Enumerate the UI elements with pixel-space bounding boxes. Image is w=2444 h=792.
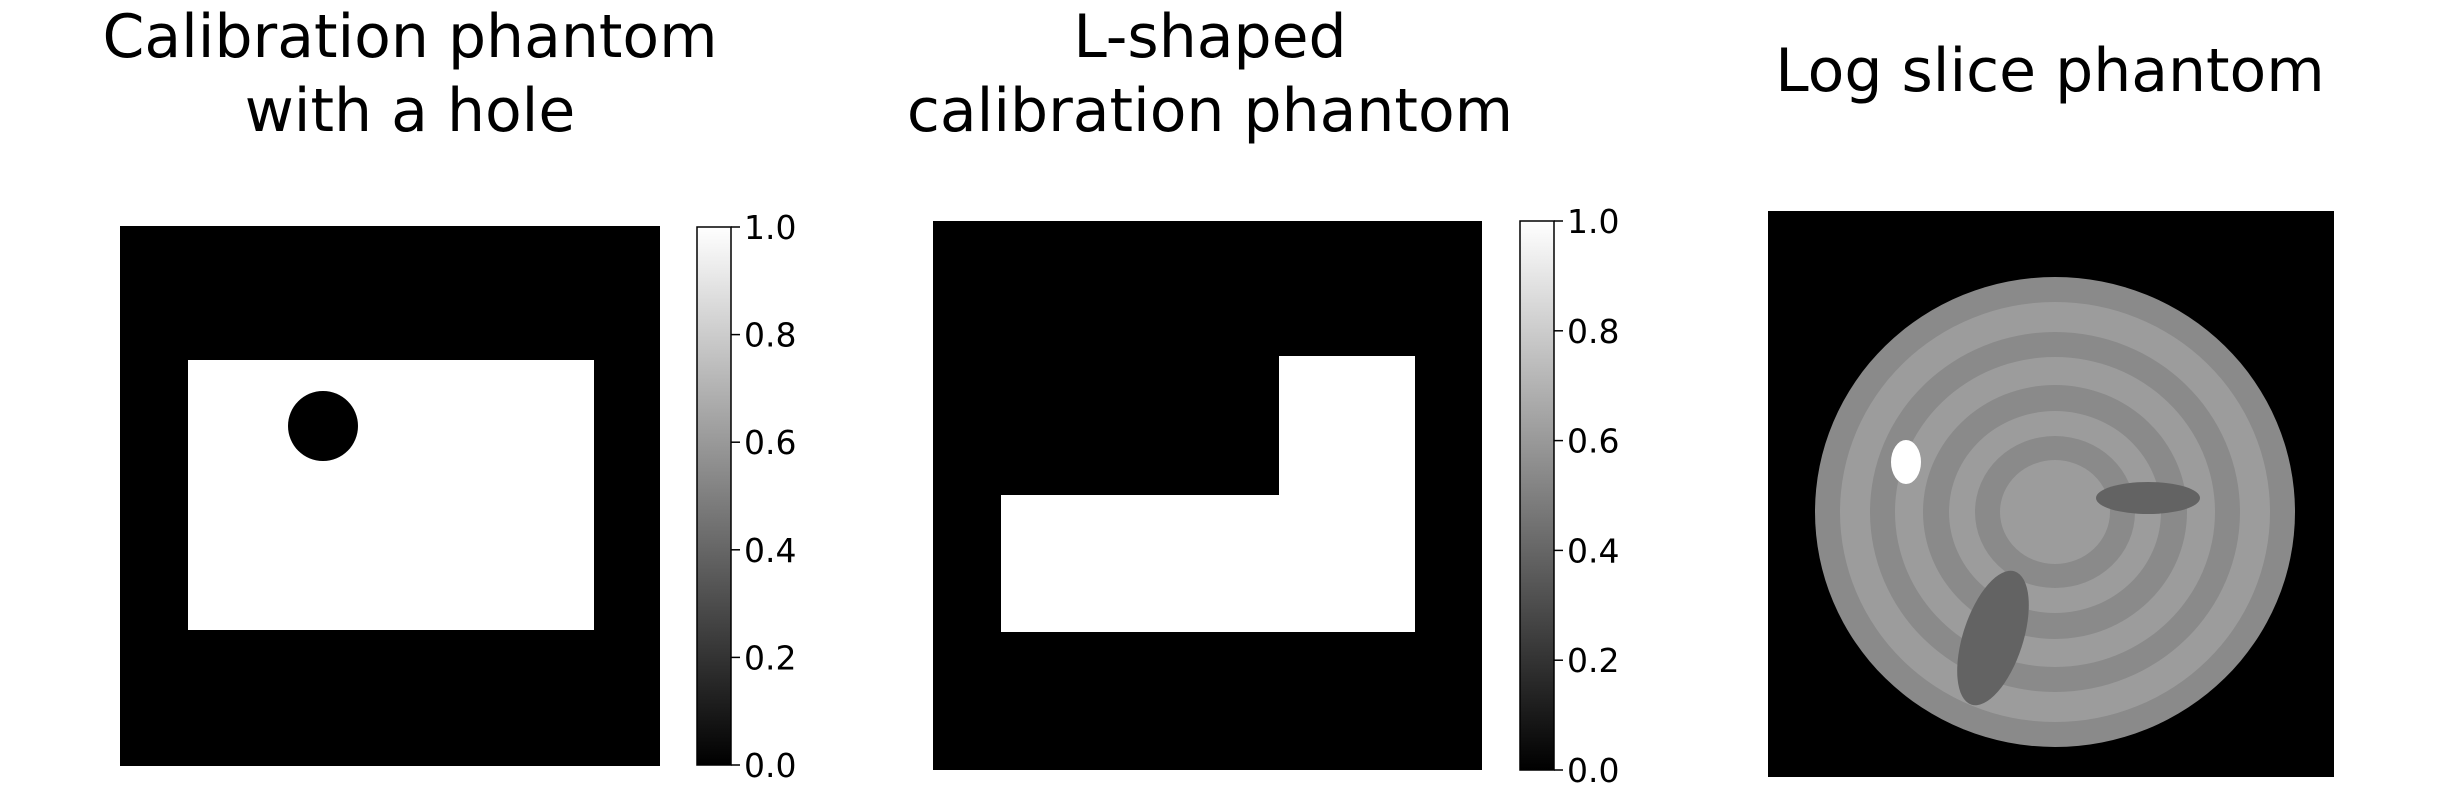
colorbar1-tick-label: 0.6 — [744, 423, 796, 462]
panel1-title: Calibration phantom with a hole — [60, 0, 760, 148]
colorbar2-tick-label: 0.8 — [1567, 312, 1619, 351]
panel3-dark-ellipse-right — [2096, 482, 2200, 514]
colorbar1-tick-label: 1.0 — [744, 208, 796, 247]
panel3-bright-spot — [1891, 440, 1921, 484]
panel2-l-shape — [1001, 356, 1415, 632]
panel3-dark-ellipse-lower — [1957, 570, 2029, 706]
colorbar1-tick-label: 0.4 — [744, 531, 796, 570]
panel2-colorbar: 0.0 0.2 0.4 0.6 0.8 1.0 — [1519, 202, 1619, 790]
colorbar2-tick-label: 0.6 — [1567, 422, 1619, 461]
panel3-title: Log slice phantom — [1700, 34, 2400, 108]
colorbar2-tick-label: 0.4 — [1567, 531, 1619, 570]
colorbar2-tick-label: 0.2 — [1567, 641, 1619, 680]
panel1-rectangle — [188, 360, 594, 630]
panel1-title-line2: with a hole — [244, 76, 576, 146]
colorbar1-tick-label: 0.0 — [744, 746, 796, 785]
panel3-image — [1768, 211, 2334, 777]
colorbar2-tick-label: 1.0 — [1567, 202, 1619, 241]
panel2-title: L-shaped calibration phantom — [860, 0, 1560, 148]
panel2-title-line2: calibration phantom — [906, 76, 1514, 146]
panel1-image — [120, 226, 660, 766]
colorbar2-tick-label: 0.0 — [1567, 751, 1619, 790]
log-ring-8 — [2000, 460, 2110, 564]
panel1-title-line1: Calibration phantom — [102, 2, 718, 72]
panel1-colorbar: 0.0 0.2 0.4 0.6 0.8 1.0 — [696, 208, 796, 785]
panel2-title-line1: L-shaped — [1073, 2, 1347, 72]
panel3-title-line1: Log slice phantom — [1775, 36, 2325, 106]
panel2-image — [933, 221, 1482, 770]
colorbar1-tick-label: 0.2 — [744, 638, 796, 677]
colorbar1-tick-label: 0.8 — [744, 316, 796, 355]
panel1-hole — [288, 391, 358, 461]
